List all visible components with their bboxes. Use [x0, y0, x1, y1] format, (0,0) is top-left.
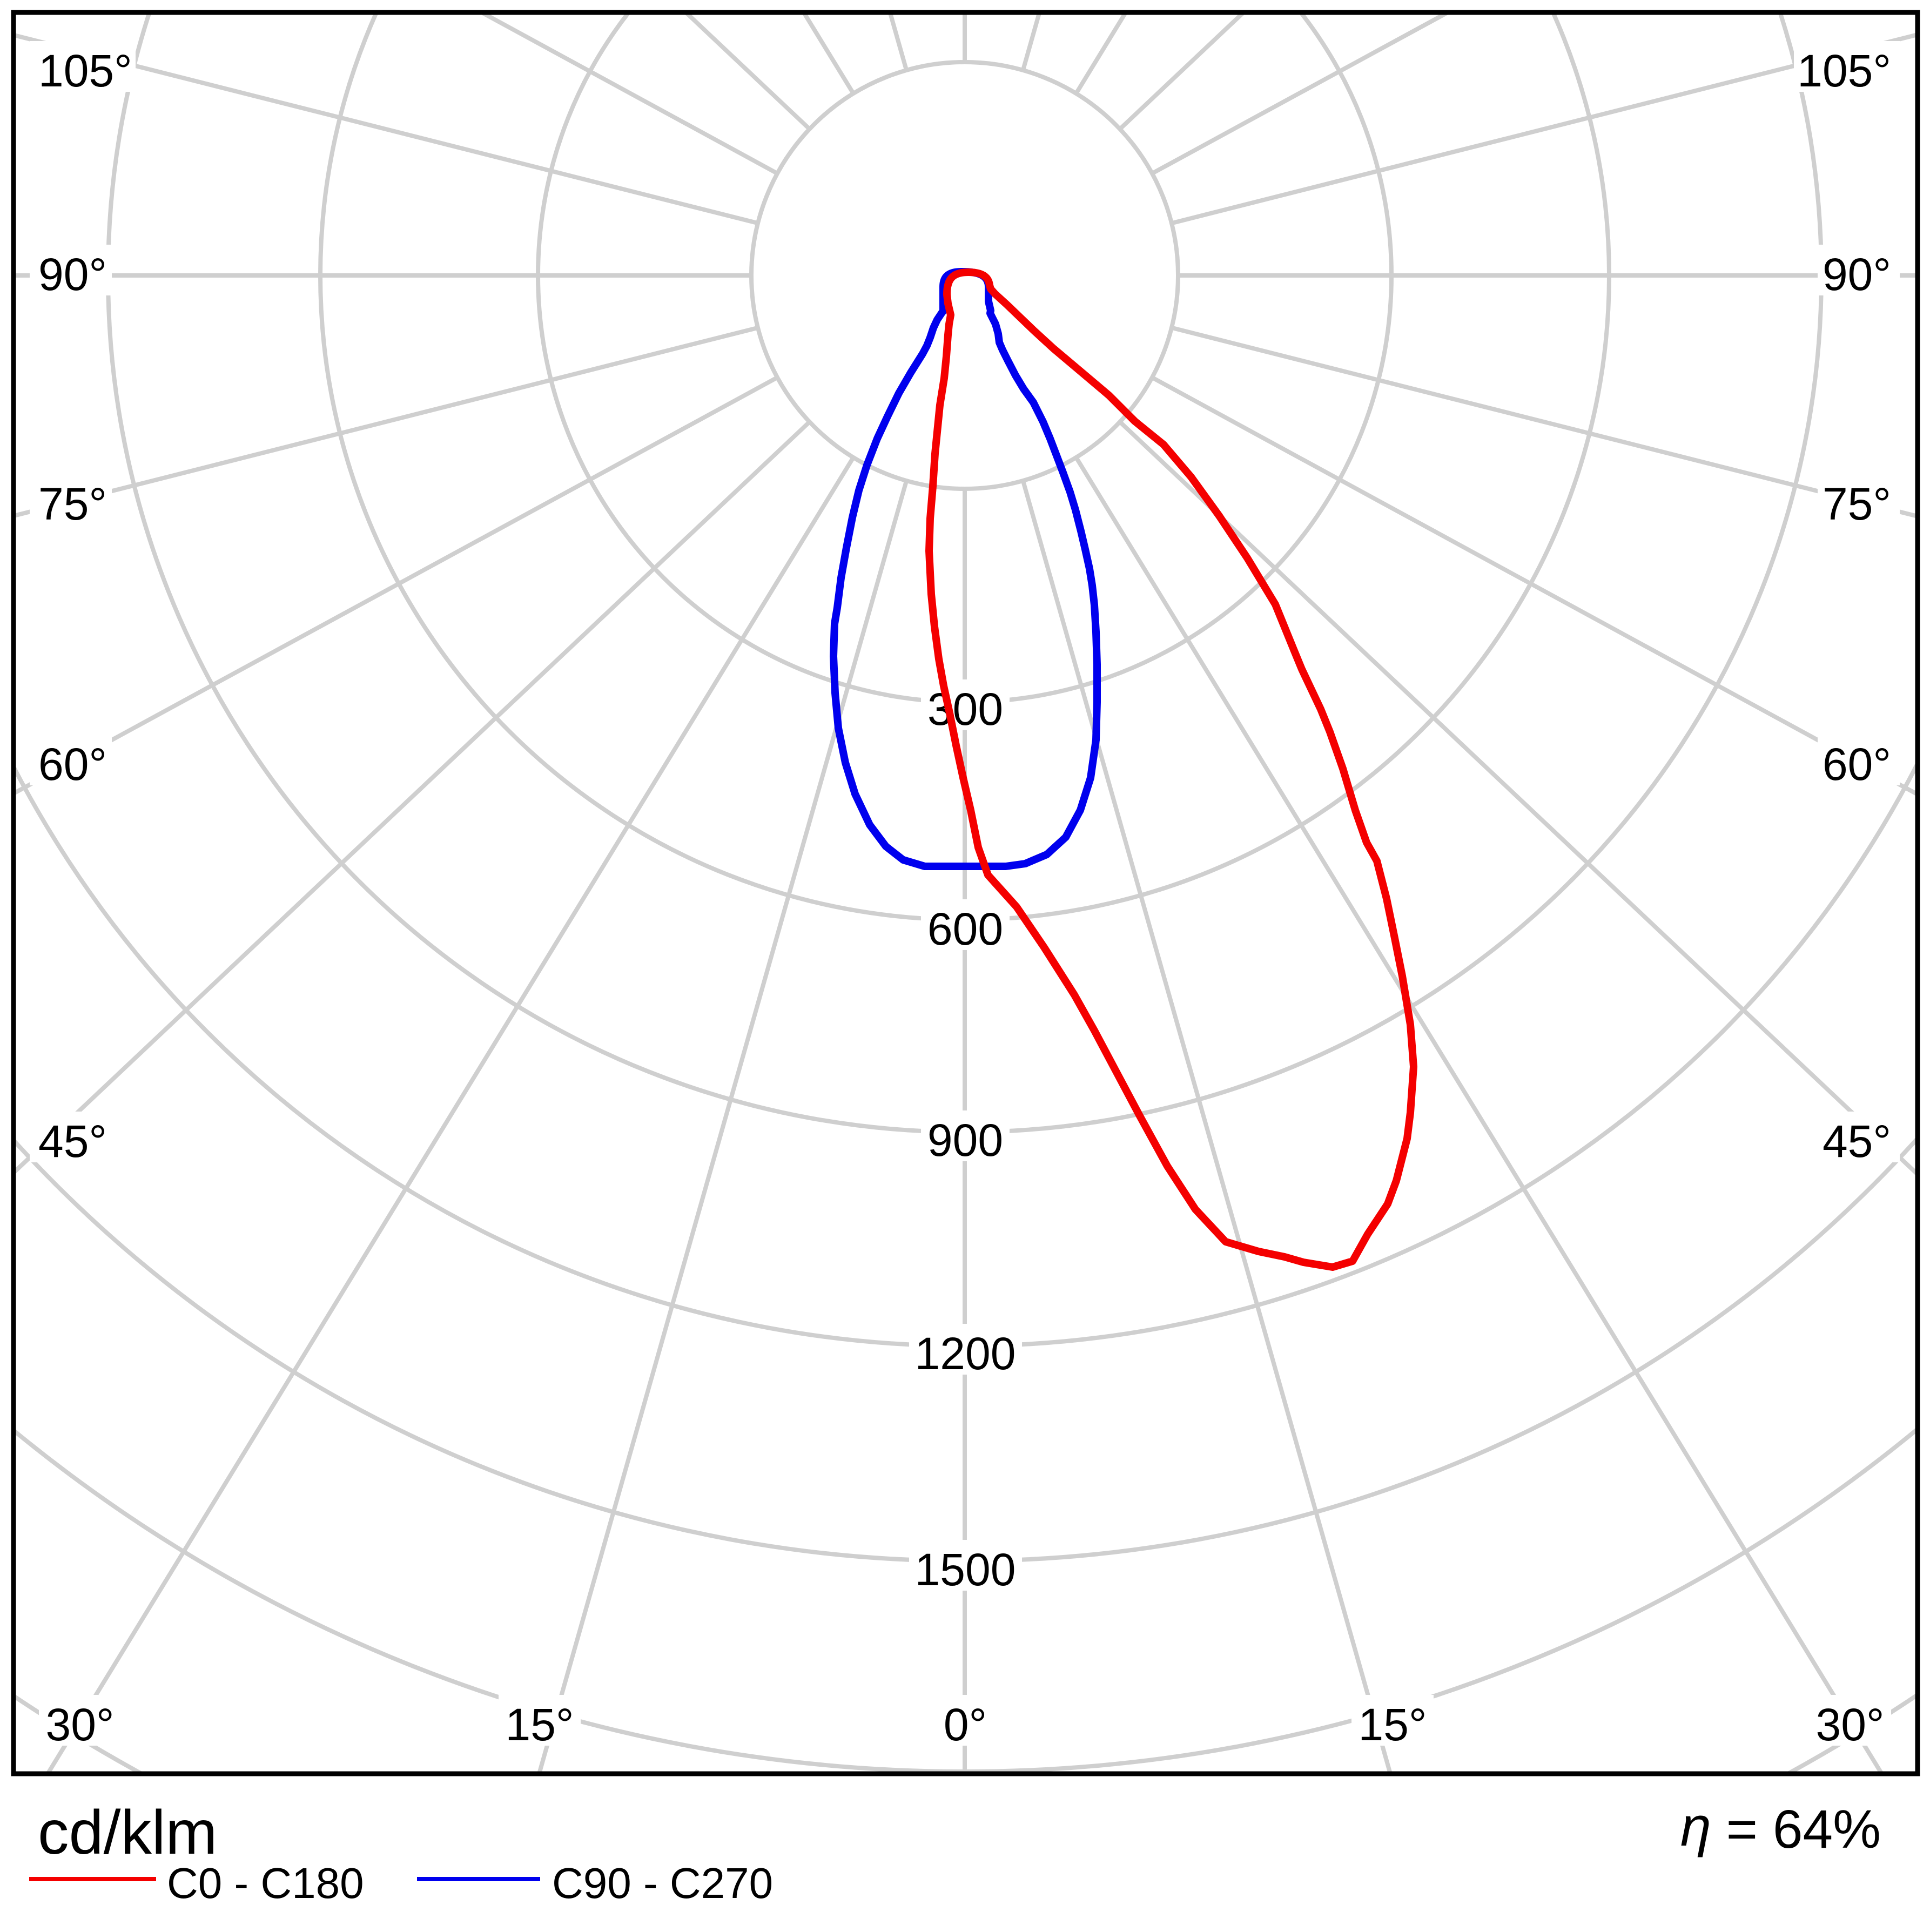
svg-text:60°: 60°: [38, 739, 107, 790]
svg-text:105°: 105°: [1797, 45, 1891, 96]
svg-text:90°: 90°: [1823, 249, 1891, 300]
svg-text:cd/klm: cd/klm: [38, 1798, 217, 1867]
svg-text:45°: 45°: [1823, 1116, 1891, 1167]
svg-text:0°: 0°: [944, 1699, 987, 1750]
svg-text:C0 - C180: C0 - C180: [167, 1859, 364, 1907]
svg-text:105°: 105°: [38, 45, 132, 96]
svg-text:15°: 15°: [505, 1699, 574, 1750]
svg-text:900: 900: [927, 1115, 1003, 1166]
svg-text:1200: 1200: [915, 1328, 1016, 1379]
svg-text:C90 - C270: C90 - C270: [552, 1859, 773, 1907]
svg-text:1500: 1500: [915, 1544, 1016, 1595]
svg-text:30°: 30°: [1815, 1699, 1884, 1750]
svg-text:15°: 15°: [1358, 1699, 1427, 1750]
svg-text:90°: 90°: [38, 249, 107, 300]
svg-text:600: 600: [927, 904, 1003, 954]
svg-text:30°: 30°: [45, 1699, 114, 1750]
svg-text:75°: 75°: [38, 479, 107, 529]
svg-text:60°: 60°: [1823, 739, 1891, 790]
svg-text:45°: 45°: [38, 1116, 107, 1167]
svg-text:75°: 75°: [1823, 479, 1891, 529]
svg-text:η = 64%: η = 64%: [1680, 1795, 1881, 1860]
svg-text:300: 300: [927, 684, 1003, 735]
